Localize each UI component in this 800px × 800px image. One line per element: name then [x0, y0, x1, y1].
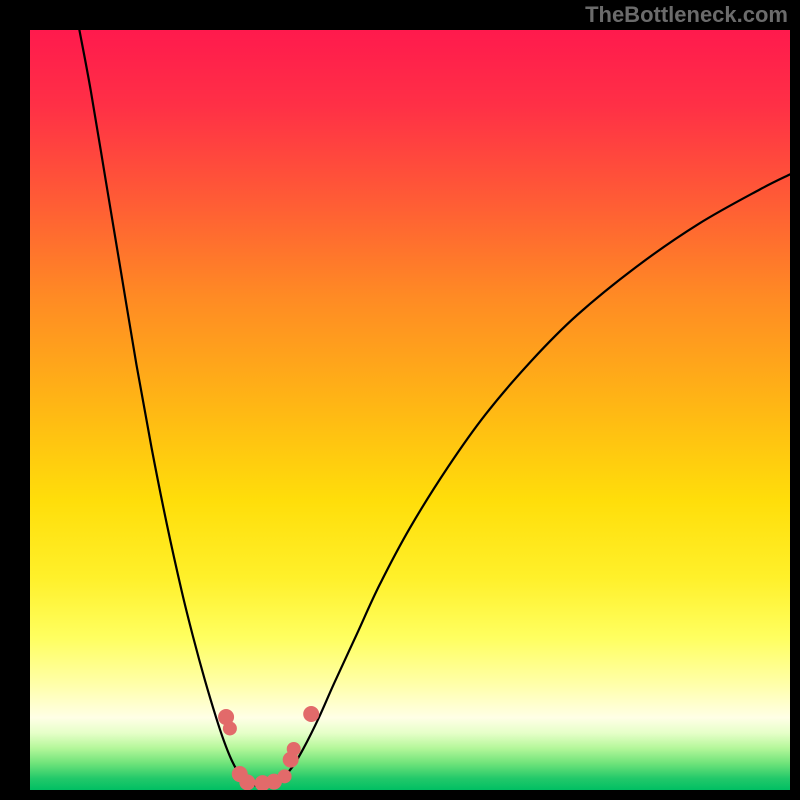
data-marker: [303, 706, 319, 722]
data-marker: [223, 721, 237, 735]
bottleneck-chart: [0, 0, 800, 800]
chart-container: { "watermark": { "text": "TheBottleneck.…: [0, 0, 800, 800]
data-marker: [287, 742, 301, 756]
data-marker: [278, 769, 292, 783]
data-marker: [239, 774, 255, 790]
watermark-text: TheBottleneck.com: [585, 2, 788, 28]
